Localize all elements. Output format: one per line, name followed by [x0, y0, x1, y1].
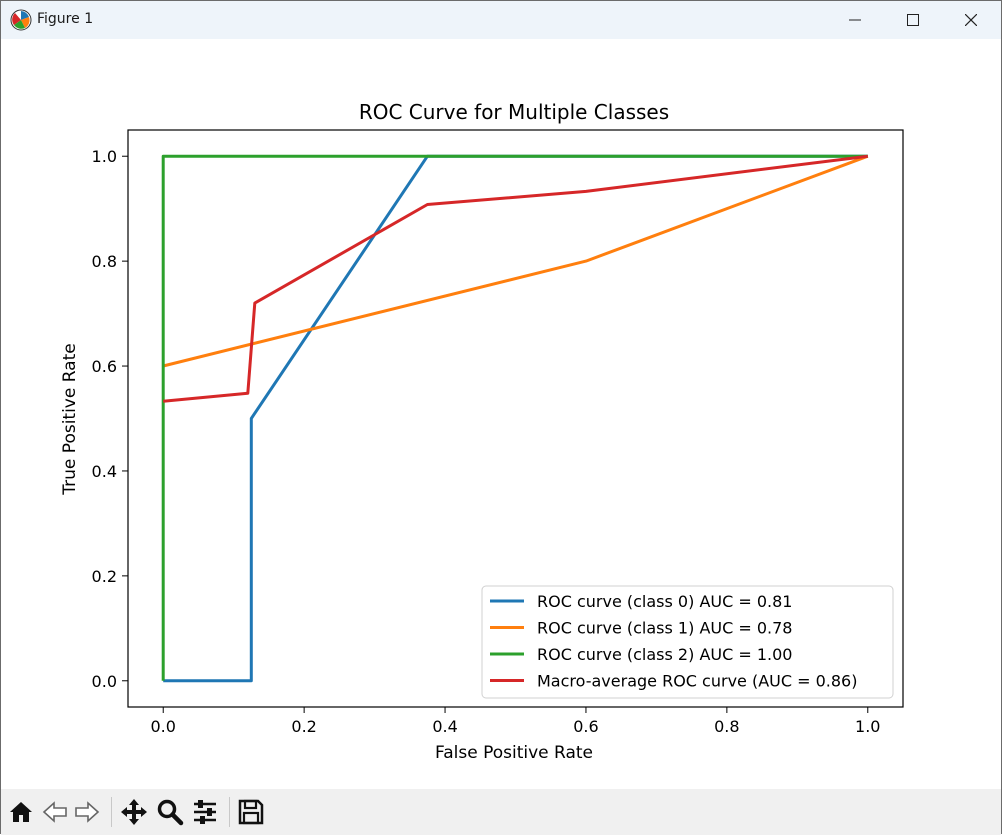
pan-button[interactable] [118, 796, 150, 828]
x-tick-label: 0.4 [432, 717, 457, 736]
toolbar-separator [229, 797, 230, 827]
chart-title: ROC Curve for Multiple Classes [359, 100, 669, 124]
y-tick-label: 0.4 [92, 462, 117, 481]
forward-button[interactable] [71, 796, 103, 828]
y-tick-label: 0.8 [92, 252, 117, 271]
series-line-3 [163, 154, 868, 403]
y-tick-label: 0.6 [92, 357, 117, 376]
series-line-2 [161, 154, 868, 681]
forward-icon [75, 801, 100, 823]
toolbar-separator [111, 797, 112, 827]
configure-subplots-icon [194, 800, 216, 824]
navigation-toolbar [1, 789, 1001, 835]
y-axis-label: True Positive Rate [60, 343, 80, 495]
close-icon [965, 14, 977, 26]
minimize-button[interactable] [826, 1, 884, 39]
matplotlib-icon [10, 9, 32, 31]
y-tick-label: 1.0 [92, 147, 117, 166]
legend-label-3: Macro-average ROC curve (AUC = 0.86) [537, 672, 857, 691]
plot-area [161, 154, 869, 683]
home-button[interactable] [5, 796, 37, 828]
legend-label-1: ROC curve (class 1) AUC = 0.78 [537, 619, 792, 638]
x-axis-label: False Positive Rate [435, 743, 593, 763]
back-icon [42, 801, 67, 823]
back-button[interactable] [39, 796, 71, 828]
axes-frame [127, 129, 904, 708]
y-tick-label: 0.2 [92, 567, 117, 586]
x-tick-label: 0.6 [573, 717, 598, 736]
pan-icon [121, 799, 147, 825]
maximize-icon [907, 14, 919, 26]
x-tick-label: 0.2 [291, 717, 316, 736]
legend-frame [481, 585, 894, 699]
window-title: Figure 1 [37, 11, 94, 27]
save-button[interactable] [235, 796, 267, 828]
maximize-button[interactable] [884, 1, 942, 39]
zoom-icon [157, 799, 184, 826]
minimize-icon [849, 19, 861, 21]
configure-subplots-button[interactable] [189, 796, 221, 828]
roc-chart: ROC Curve for Multiple Classes 0.0 0.2 0.4… [60, 100, 904, 763]
x-tick-label: 0.8 [714, 717, 739, 736]
home-icon [10, 802, 32, 822]
zoom-button[interactable] [154, 796, 186, 828]
x-tick-label: 1.0 [855, 717, 880, 736]
title-bar[interactable]: Figure 1 [1, 1, 1001, 39]
x-tick-label: 0.0 [151, 717, 176, 736]
legend: ROC curve (class 0) AUC = 0.81 ROC curve … [481, 585, 894, 699]
legend-label-2: ROC curve (class 2) AUC = 1.00 [537, 645, 792, 664]
close-button[interactable] [942, 1, 1000, 39]
legend-label-0: ROC curve (class 0) AUC = 0.81 [537, 592, 792, 611]
series-line-1 [162, 154, 869, 368]
figure-canvas[interactable]: ROC Curve for Multiple Classes 0.0 0.2 0.4… [1, 39, 1001, 789]
y-tick-label: 0.0 [92, 672, 117, 691]
save-icon [238, 799, 264, 825]
